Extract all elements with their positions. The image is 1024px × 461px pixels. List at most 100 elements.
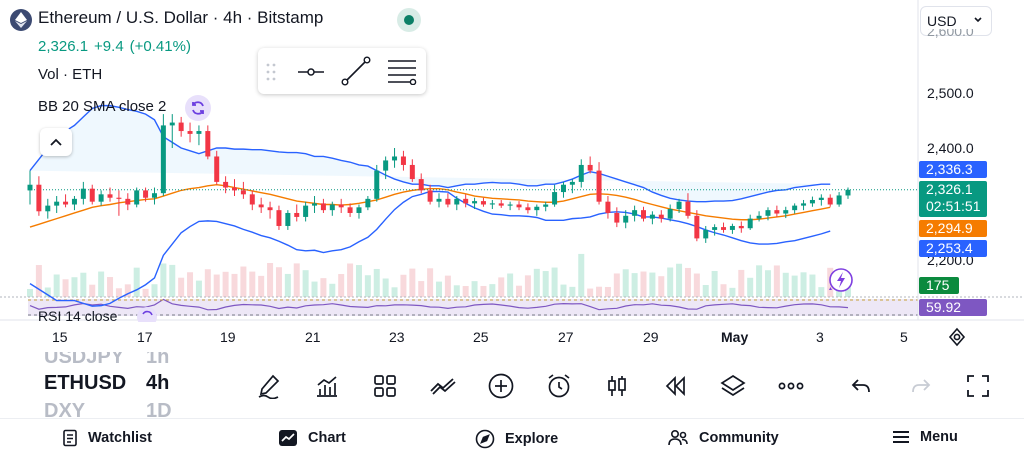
collapse-legend-button[interactable]	[40, 128, 72, 156]
nav-menu[interactable]: Menu	[892, 429, 958, 445]
candle-body	[214, 156, 220, 182]
undo-icon[interactable]	[844, 369, 878, 403]
volume-bar	[320, 278, 327, 297]
compass-icon	[475, 429, 495, 449]
price-tick-partial: 2,600.0	[927, 29, 974, 39]
layouts-icon[interactable]	[368, 369, 402, 403]
candle-body	[632, 210, 638, 216]
horizontal-ray-icon[interactable]	[296, 62, 326, 82]
volume-bar	[427, 268, 434, 297]
fullscreen-icon[interactable]	[961, 369, 995, 403]
rsi-indicator-label[interactable]: RSI 14 close	[38, 308, 118, 324]
volume-bar	[516, 285, 523, 297]
replay-icon[interactable]	[658, 369, 692, 403]
candle-body	[27, 184, 33, 191]
volume-bar	[311, 281, 318, 297]
more-icon[interactable]	[774, 369, 808, 403]
nav-watchlist[interactable]: Watchlist	[62, 429, 152, 447]
nav-explore[interactable]: Explore	[475, 429, 558, 449]
bb-indicator-label[interactable]: BB 20 SMA close 2	[38, 98, 167, 115]
rsi-sync-icon[interactable]	[136, 306, 158, 322]
drag-handle-icon[interactable]	[266, 63, 276, 81]
layers-icon[interactable]	[716, 369, 750, 403]
nav-community[interactable]: Community	[667, 429, 779, 447]
candle-body	[303, 205, 309, 217]
last-price: 2,326.1	[38, 38, 89, 55]
market-open-icon	[397, 8, 421, 32]
candle-body	[703, 229, 709, 239]
candle-body	[45, 205, 51, 212]
volume-bar	[444, 275, 451, 297]
nav-chart[interactable]: Chart	[278, 429, 346, 447]
symbol-row-active[interactable]: ETHUSD 4h	[44, 372, 169, 395]
candle-body	[374, 170, 380, 199]
lightning-icon[interactable]	[824, 266, 854, 296]
nav-chart-label: Chart	[308, 430, 346, 446]
symbol-timeframe: 1D	[146, 400, 172, 418]
volume-bar	[89, 284, 96, 297]
candle-body	[356, 207, 362, 213]
symbol-row[interactable]: DXY 1D	[44, 400, 172, 418]
symbol-switcher[interactable]: USDJPY 1h ETHUSD 4h DXY 1D	[0, 352, 250, 418]
indicators-icon[interactable]	[310, 369, 344, 403]
chart-type-icon[interactable]	[600, 369, 634, 403]
trend-line-icon[interactable]	[340, 56, 372, 86]
candle-body	[143, 190, 149, 198]
volume-bar	[764, 270, 771, 297]
volume-bar	[355, 265, 362, 297]
volume-bar	[27, 289, 33, 297]
candle-body	[63, 201, 69, 205]
drawing-toolbar	[258, 48, 426, 94]
volume-bar	[409, 268, 416, 297]
volume-bar	[702, 284, 709, 297]
symbol-name: ETHUSD	[44, 372, 127, 394]
volume-bar	[578, 253, 585, 297]
draw-icon[interactable]	[252, 369, 286, 403]
candle-body	[196, 131, 202, 134]
volume-bar	[231, 273, 238, 297]
candle-body	[249, 194, 255, 205]
volume-indicator-label[interactable]: Vol · ETH	[38, 66, 103, 83]
symbol-name: USDJPY	[44, 352, 125, 368]
volume-bar	[693, 273, 700, 297]
symbol-title[interactable]: Ethereum / U.S. Dollar · 4h · Bitstamp	[38, 8, 324, 27]
candle-body	[596, 170, 602, 202]
candle-body	[587, 164, 593, 171]
candle-body	[463, 198, 469, 204]
price-chart[interactable]	[0, 0, 1024, 352]
sync-icon[interactable]	[185, 95, 211, 121]
candle-body	[818, 197, 824, 200]
add-icon[interactable]	[484, 369, 518, 403]
candle-body	[845, 189, 851, 196]
candle-body	[383, 160, 389, 171]
candle-body	[658, 214, 664, 219]
candle-body	[507, 204, 513, 206]
candle-body	[569, 181, 575, 185]
symbol-row[interactable]: USDJPY 1h	[44, 352, 169, 369]
candle-body	[125, 198, 131, 205]
fib-retracement-icon[interactable]	[386, 57, 418, 85]
community-icon	[668, 429, 688, 446]
price-tick: 2,500.0	[927, 85, 974, 101]
alert-icon[interactable]	[542, 369, 576, 403]
volume-bar	[133, 267, 140, 297]
volume-bar	[462, 286, 469, 297]
volume-bar	[62, 279, 69, 297]
volume-bar	[720, 284, 727, 297]
candle-body	[649, 214, 655, 219]
rsi-value-label: 59.92	[919, 299, 987, 316]
candle-body	[89, 188, 95, 202]
compare-icon[interactable]	[426, 369, 460, 403]
candle-body	[614, 212, 620, 223]
candle-body	[178, 122, 184, 132]
volume-bar	[98, 271, 105, 297]
volume-price-label: 175	[919, 277, 959, 294]
candle-body	[80, 188, 86, 199]
chart-settings-icon[interactable]	[947, 327, 967, 352]
currency-select[interactable]: USD	[920, 6, 992, 36]
time-tick: 21	[305, 329, 321, 345]
volume-bar	[676, 263, 683, 297]
time-tick: 29	[643, 329, 659, 345]
volume-bar	[649, 272, 656, 297]
watchlist-icon	[63, 429, 77, 447]
